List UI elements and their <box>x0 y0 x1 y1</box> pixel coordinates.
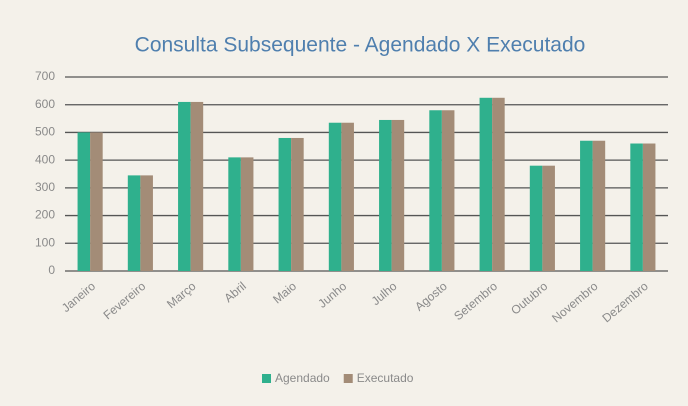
y-tick-label: 200 <box>35 208 55 222</box>
bar <box>580 140 593 271</box>
y-tick-label: 700 <box>35 69 55 83</box>
bar <box>542 165 555 271</box>
bar <box>77 132 91 271</box>
bar <box>630 143 643 271</box>
bar <box>642 143 656 271</box>
bar <box>178 101 191 271</box>
bar <box>278 137 292 271</box>
y-tick-label: 600 <box>35 97 55 111</box>
bar <box>441 110 455 271</box>
bar <box>127 175 141 271</box>
y-tick-label: 500 <box>35 125 55 139</box>
bar <box>328 122 342 271</box>
bar <box>492 97 505 272</box>
bar <box>341 122 354 271</box>
bar <box>240 157 254 271</box>
bar <box>291 137 304 271</box>
bar <box>90 132 103 271</box>
bar <box>190 101 204 271</box>
legend-label: Agendado <box>275 371 330 385</box>
y-tick-label: 100 <box>35 235 55 249</box>
legend-swatch <box>343 374 353 383</box>
bar <box>379 119 392 271</box>
bar <box>228 157 241 271</box>
y-tick-label: 300 <box>35 180 55 194</box>
legend-swatch <box>262 374 271 383</box>
legend-label: Executado <box>357 371 414 385</box>
bar <box>391 119 405 271</box>
bar <box>479 97 493 272</box>
y-tick-label: 400 <box>35 152 55 166</box>
bar <box>429 110 442 271</box>
chart-title: Consulta Subsequente - Agendado X Execut… <box>135 34 586 57</box>
y-tick-label: 0 <box>48 263 55 277</box>
bar <box>529 165 543 271</box>
bar <box>140 175 153 271</box>
bar <box>592 140 606 271</box>
